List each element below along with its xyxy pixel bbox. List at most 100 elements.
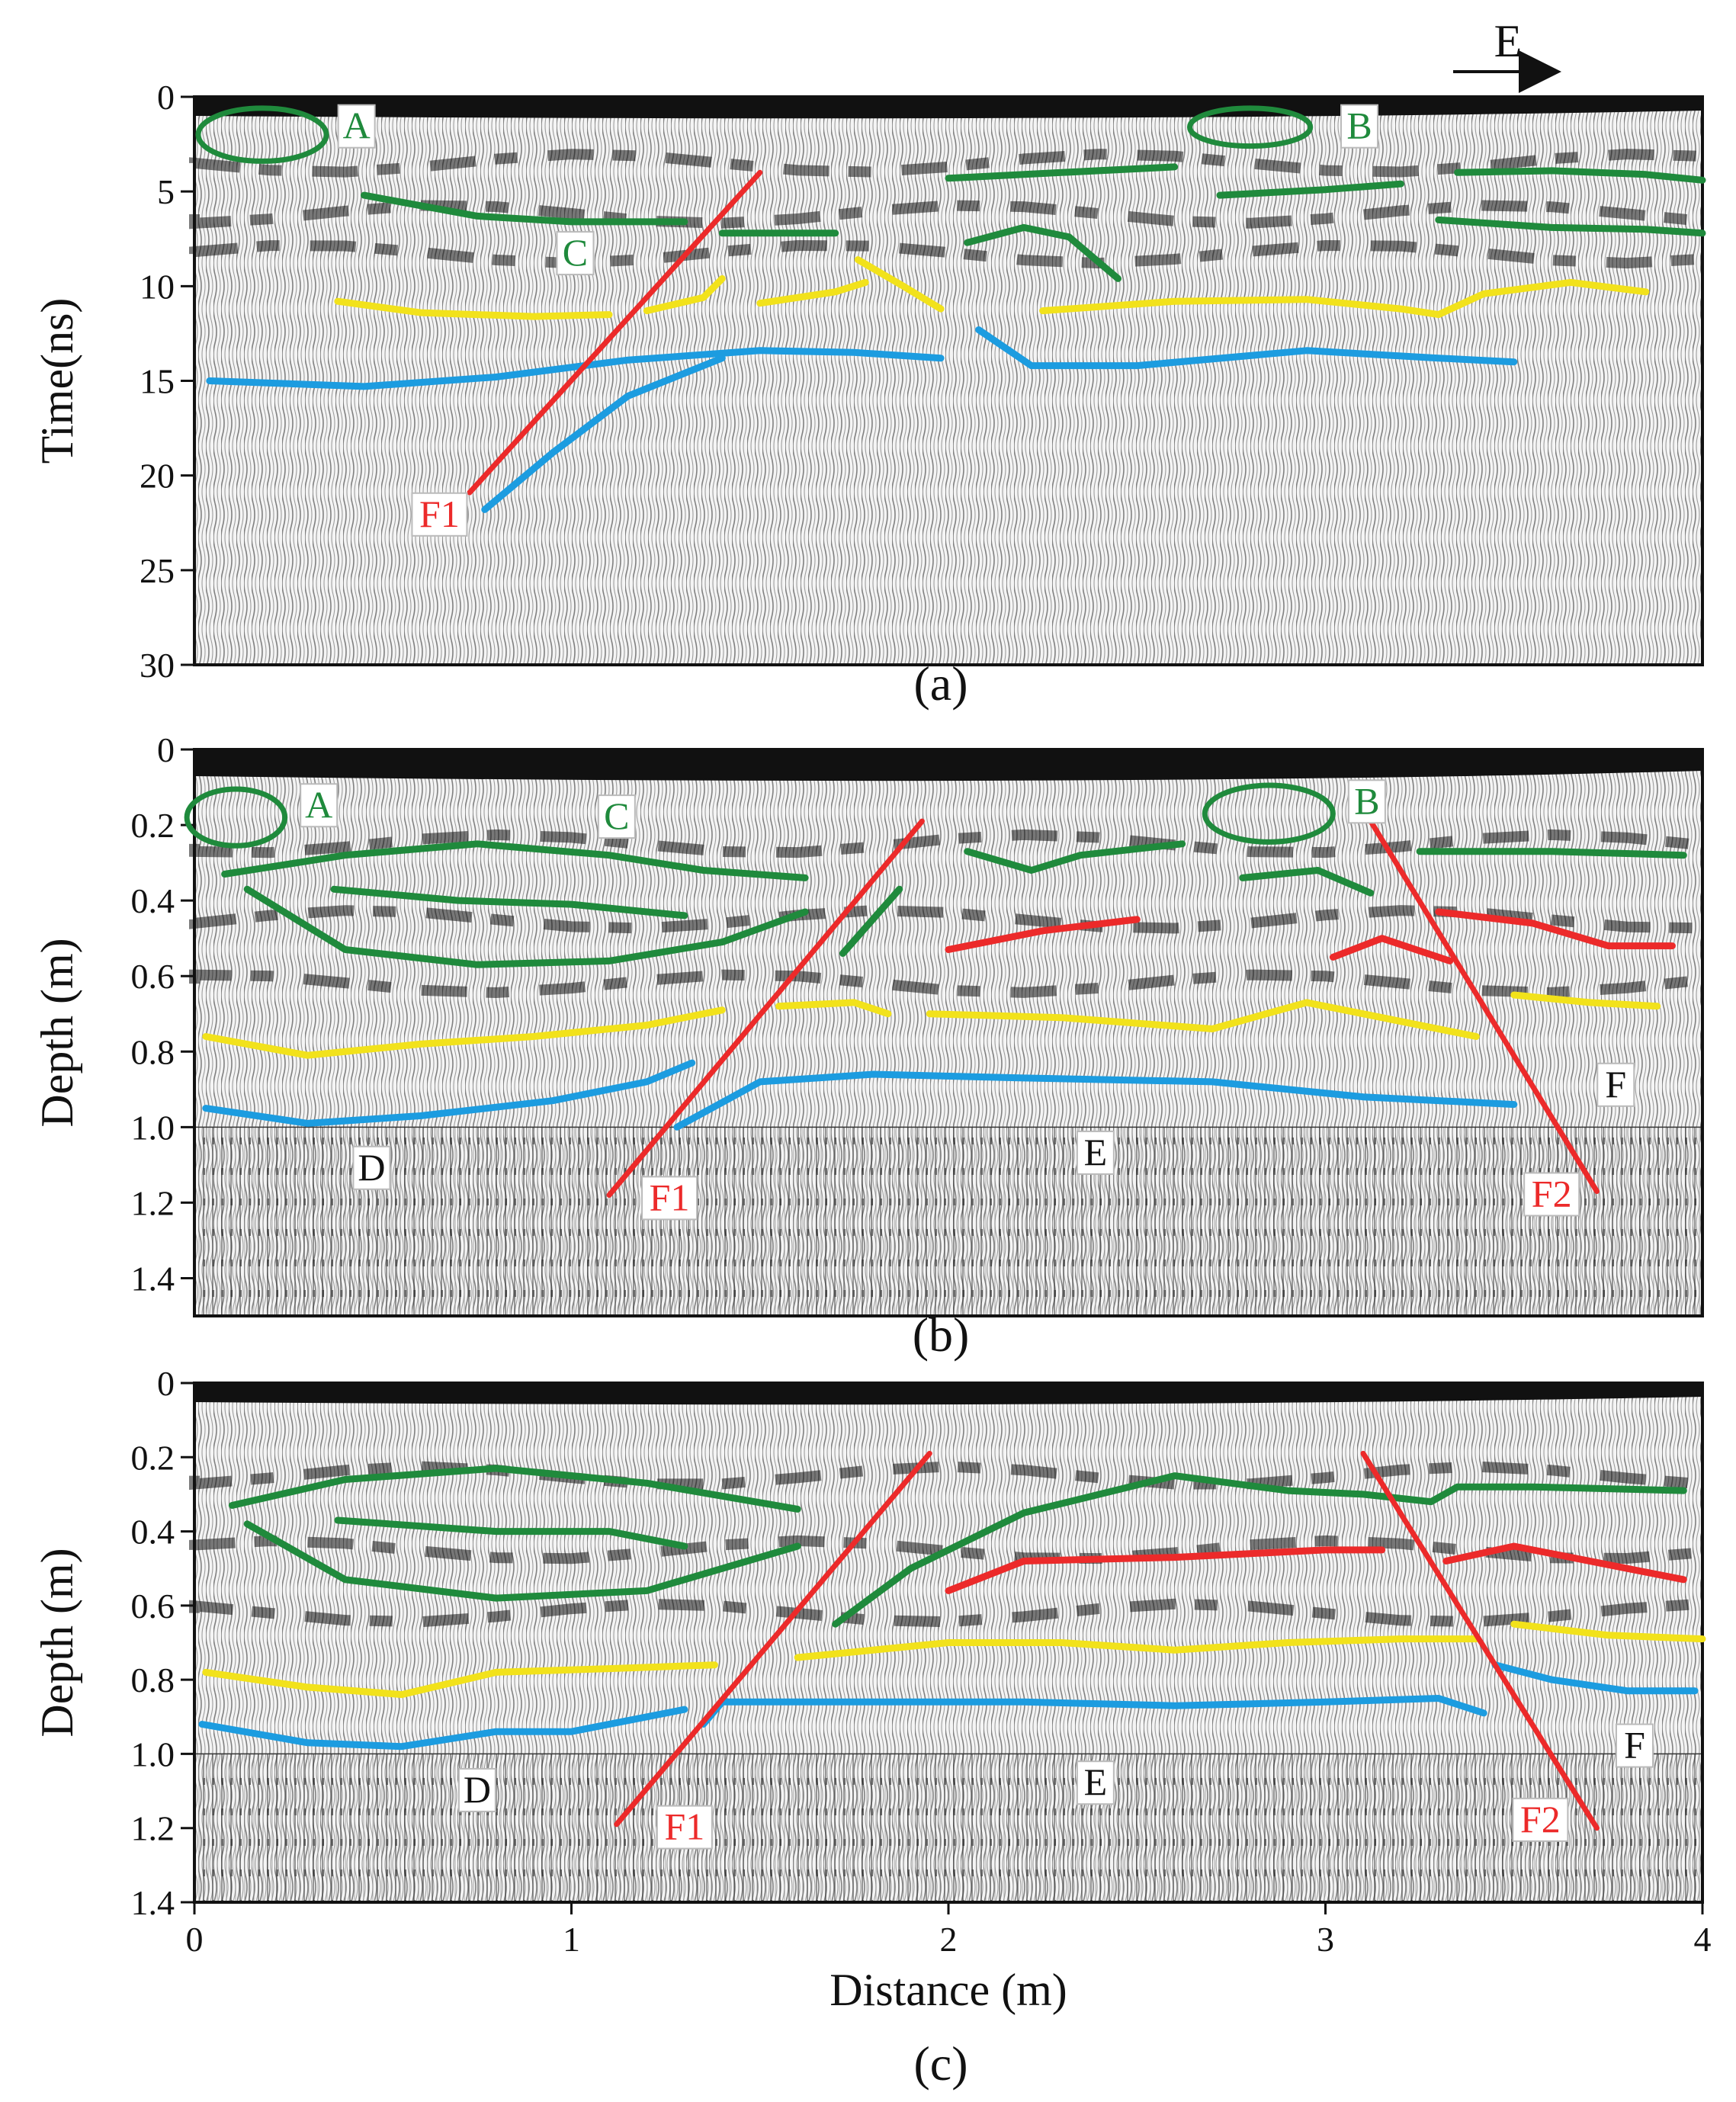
series-yellow-3 — [926, 999, 1480, 1040]
annotation-F1: F1 — [664, 1805, 704, 1848]
label-box — [1523, 1172, 1580, 1217]
series-green-upper-right — [832, 1472, 1687, 1628]
series-red-2 — [1442, 1542, 1687, 1584]
label-box — [1076, 1760, 1115, 1805]
y-tick-label: 0.8 — [131, 1032, 175, 1071]
y-axis-label: Time(ns) — [32, 298, 82, 464]
series-blue-2 — [481, 355, 726, 513]
y-tick-label: 1.2 — [131, 1809, 175, 1848]
direction-label: E — [1494, 16, 1523, 66]
series-blue-3 — [1491, 1661, 1699, 1695]
label-box — [641, 1176, 698, 1221]
y-tick-label: 1.0 — [131, 1108, 175, 1147]
y-tick-label: 30 — [140, 646, 175, 685]
series-green-right — [1416, 848, 1687, 859]
ellipse-A — [184, 786, 288, 849]
annotation-F1: F1 — [419, 493, 460, 535]
series-red-F1 — [606, 818, 925, 1198]
series-red-1 — [945, 916, 1141, 953]
y-axis-label: Depth (m) — [32, 938, 82, 1127]
reflection-band — [189, 200, 1703, 229]
annotation-A: A — [343, 104, 371, 147]
annotation-B: B — [1354, 779, 1379, 822]
series-yellow-2 — [643, 274, 726, 315]
panel-label: (c) — [913, 2036, 967, 2091]
annotation-F1: F1 — [650, 1176, 690, 1218]
y-tick-label: 0.6 — [131, 1587, 175, 1625]
y-tick-label: 1.0 — [131, 1735, 175, 1773]
label-box — [411, 492, 468, 537]
series-green-1 — [361, 191, 688, 226]
y-tick-label: 0.2 — [131, 1438, 175, 1477]
series-green-mid — [334, 1516, 688, 1550]
y-tick-label: 10 — [140, 267, 175, 306]
label-box — [352, 1145, 391, 1190]
y-tick-label: 5 — [157, 172, 175, 211]
series-green-small-2 — [964, 840, 1186, 874]
series-blue-1 — [198, 1706, 688, 1751]
y-tick-label: 15 — [140, 362, 175, 401]
label-box — [1347, 779, 1386, 824]
y-tick-label: 0.4 — [131, 881, 175, 920]
series-green-3 — [945, 163, 1179, 182]
series-yellow-2 — [775, 999, 892, 1018]
reflection-band — [189, 829, 1703, 858]
y-tick-label: 1.4 — [131, 1883, 175, 1922]
series-green-6 — [1454, 167, 1706, 184]
series-green-small-1 — [839, 885, 903, 957]
ellipse-B — [1186, 105, 1314, 149]
annotation-C: C — [563, 231, 588, 274]
direction-indicator: E — [1453, 16, 1561, 93]
annotation-D: D — [464, 1768, 491, 1811]
y-tick-label: 25 — [140, 551, 175, 590]
label-box — [656, 1805, 713, 1850]
label-box — [300, 783, 339, 828]
series-red-F1 — [467, 169, 763, 496]
label-box — [597, 794, 636, 839]
x-tick-label: 0 — [186, 1920, 204, 1959]
y-tick-label: 20 — [140, 457, 175, 496]
series-yellow-3 — [756, 278, 869, 307]
series-yellow-1 — [202, 1006, 726, 1059]
reflection-band — [189, 239, 1703, 269]
y-tick-label: 0 — [157, 730, 175, 769]
annotation-F2: F2 — [1532, 1172, 1572, 1215]
label-box — [1076, 1130, 1115, 1175]
label-box — [1615, 1723, 1654, 1768]
series-blue-1 — [206, 347, 945, 390]
lower-trace-zone — [194, 1754, 1702, 1902]
annotation-E: E — [1084, 1760, 1108, 1803]
ellipse-B — [1202, 782, 1336, 845]
series-blue-2 — [700, 1695, 1487, 1728]
reflection-band — [189, 1461, 1703, 1491]
series-green-lens-lower — [243, 885, 809, 968]
series-blue-1 — [202, 1059, 696, 1127]
series-yellow-2 — [794, 1635, 1480, 1661]
x-tick-label: 2 — [940, 1920, 958, 1959]
series-green-small-3 — [1239, 867, 1375, 897]
series-green-5 — [964, 223, 1122, 282]
series-green-7 — [1435, 216, 1706, 237]
series-red-2 — [1329, 935, 1454, 964]
y-tick-label: 0.4 — [131, 1513, 175, 1552]
direct-wave-band — [194, 749, 1702, 781]
reflection-band — [189, 149, 1703, 178]
reflection-band — [189, 1535, 1703, 1564]
series-yellow-3 — [1510, 1620, 1706, 1643]
reflection-band — [189, 969, 1703, 999]
annotation-C: C — [604, 794, 629, 837]
annotation-F2: F2 — [1520, 1798, 1561, 1840]
panel-b: 0 0.2 0.4 0.6 0.8 1.0 1.2 1.4 Depth (m) (b) A B C F D E… — [32, 730, 1704, 1362]
annotation-F: F — [1624, 1724, 1645, 1767]
plot-frame — [193, 748, 1704, 1317]
panel-c: 0 0.2 0.4 0.6 0.8 1.0 1.2 1.4 0 1 2 3 4 Depth (m) Dist… — [32, 1364, 1712, 2091]
reflection-band — [189, 1598, 1703, 1628]
y-tick-label: 0.6 — [131, 957, 175, 996]
ellipse-A — [195, 105, 329, 164]
annotation-A: A — [305, 783, 332, 826]
panel-a: 0 5 10 15 20 25 30 Time(ns) (a) A B C F1 — [32, 78, 1706, 711]
y-tick-label: 1.4 — [131, 1259, 175, 1298]
series-red-1 — [945, 1546, 1386, 1594]
annotation-D: D — [358, 1146, 385, 1189]
